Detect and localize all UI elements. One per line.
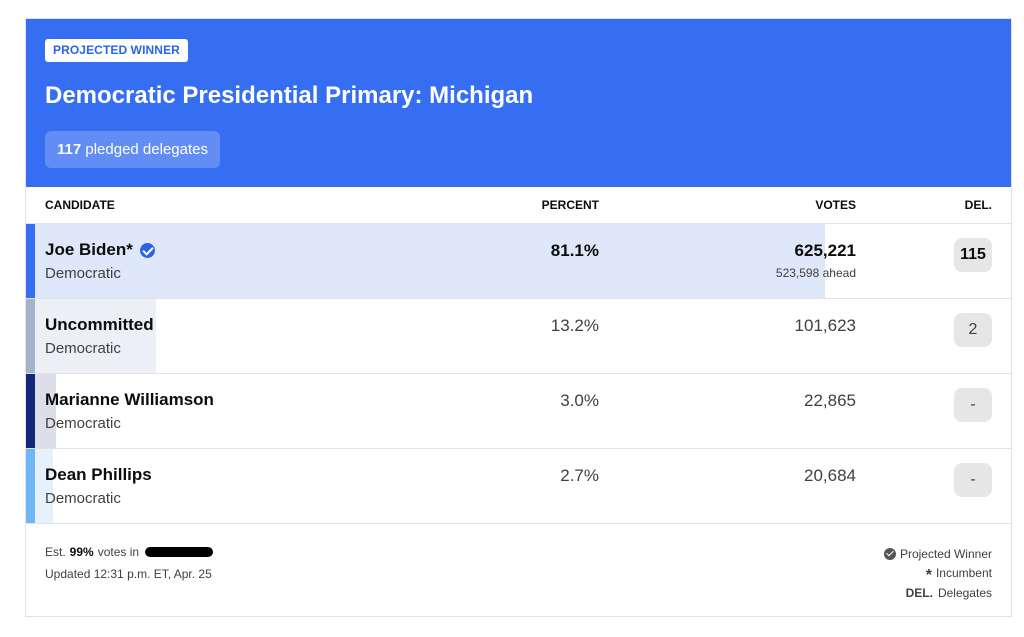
candidate-row-uncommitted[interactable]: Uncommitted Democratic 13.2% 101,623 2 [26, 299, 1011, 374]
column-header-votes: VOTES [815, 198, 856, 212]
candidate-votes: 101,623 [794, 316, 856, 335]
candidate-name: Dean Phillips [45, 465, 152, 484]
party-color-stripe [26, 224, 35, 298]
results-footer: Est. 99% votes in Updated 12:31 p.m. ET,… [26, 526, 1011, 618]
candidate-votes: 22,865 [804, 391, 856, 410]
column-headers: CANDIDATE PERCENT VOTES DEL. [26, 187, 1011, 224]
candidate-delegates: - [954, 463, 992, 497]
candidate-delegates: 115 [954, 238, 992, 272]
party-color-stripe [26, 374, 35, 448]
candidate-party: Democratic [45, 340, 121, 357]
check-badge-icon [139, 242, 155, 258]
updated-timestamp: Updated 12:31 p.m. ET, Apr. 25 [45, 567, 212, 581]
race-header: PROJECTED WINNER Democratic Presidential… [26, 19, 1011, 187]
legend-incumbent: * Incumbent [884, 564, 992, 584]
candidate-percent: 81.1% [550, 241, 599, 260]
candidate-row-biden[interactable]: Joe Biden* Democratic 81.1% 625,221 523,… [26, 224, 1011, 299]
candidate-delegates: - [954, 388, 992, 422]
candidate-percent: 13.2% [550, 316, 599, 335]
delegates-count: 117 [57, 141, 82, 158]
candidate-name: Uncommitted [45, 315, 154, 334]
candidate-votes: 20,684 [804, 466, 856, 485]
candidate-votes: 625,221 [794, 241, 856, 260]
legend-winner-text: Projected Winner [899, 546, 992, 561]
vote-share-bar [26, 224, 825, 298]
candidate-party: Democratic [45, 265, 121, 282]
candidate-rows: Joe Biden* Democratic 81.1% 625,221 523,… [26, 224, 1011, 524]
candidate-name: Marianne Williamson [45, 390, 214, 409]
candidate-delegates: 2 [954, 313, 992, 347]
election-results-card: PROJECTED WINNER Democratic Presidential… [25, 18, 1012, 617]
asterisk-icon: * [925, 567, 932, 585]
candidate-name: Joe Biden* [45, 240, 155, 260]
race-title: Democratic Presidential Primary: Michiga… [45, 82, 534, 109]
candidate-row-williamson[interactable]: Marianne Williamson Democratic 3.0% 22,8… [26, 374, 1011, 449]
redaction-bar [145, 547, 214, 557]
estimated-votes-in: Est. 99% votes in [45, 545, 214, 559]
delegates-label: pledged delegates [85, 141, 208, 158]
party-color-stripe [26, 299, 35, 373]
pledged-delegates-pill: 117 pledged delegates [45, 131, 220, 168]
party-color-stripe [26, 449, 35, 523]
legend-del-abbr: DEL. [905, 585, 933, 600]
projected-winner-badge: PROJECTED WINNER [45, 39, 188, 62]
vote-share-bar [26, 299, 157, 373]
candidate-name-text: Joe Biden* [45, 240, 133, 259]
est-suffix: votes in [97, 545, 140, 559]
candidate-party: Democratic [45, 415, 121, 432]
candidate-percent: 3.0% [560, 391, 599, 410]
column-header-candidate: CANDIDATE [45, 198, 115, 212]
candidate-percent: 2.7% [560, 466, 599, 485]
legend-incumbent-text: Incumbent [935, 566, 992, 581]
legend-projected-winner: Projected Winner [883, 544, 992, 564]
column-header-percent: PERCENT [541, 198, 599, 212]
est-prefix: Est. [45, 545, 66, 559]
candidate-party: Democratic [45, 490, 121, 507]
est-value: 99% [69, 545, 94, 559]
candidate-row-phillips[interactable]: Dean Phillips Democratic 2.7% 20,684 - [26, 449, 1011, 524]
legend-del-text: Delegates [937, 585, 992, 600]
legend-delegates: DEL. Delegates [884, 583, 992, 603]
check-circle-icon [883, 547, 896, 560]
column-header-delegates: DEL. [964, 198, 992, 212]
votes-ahead: 523,598 ahead [775, 266, 856, 280]
legend: Projected Winner * Incumbent DEL. Delega… [883, 544, 992, 603]
